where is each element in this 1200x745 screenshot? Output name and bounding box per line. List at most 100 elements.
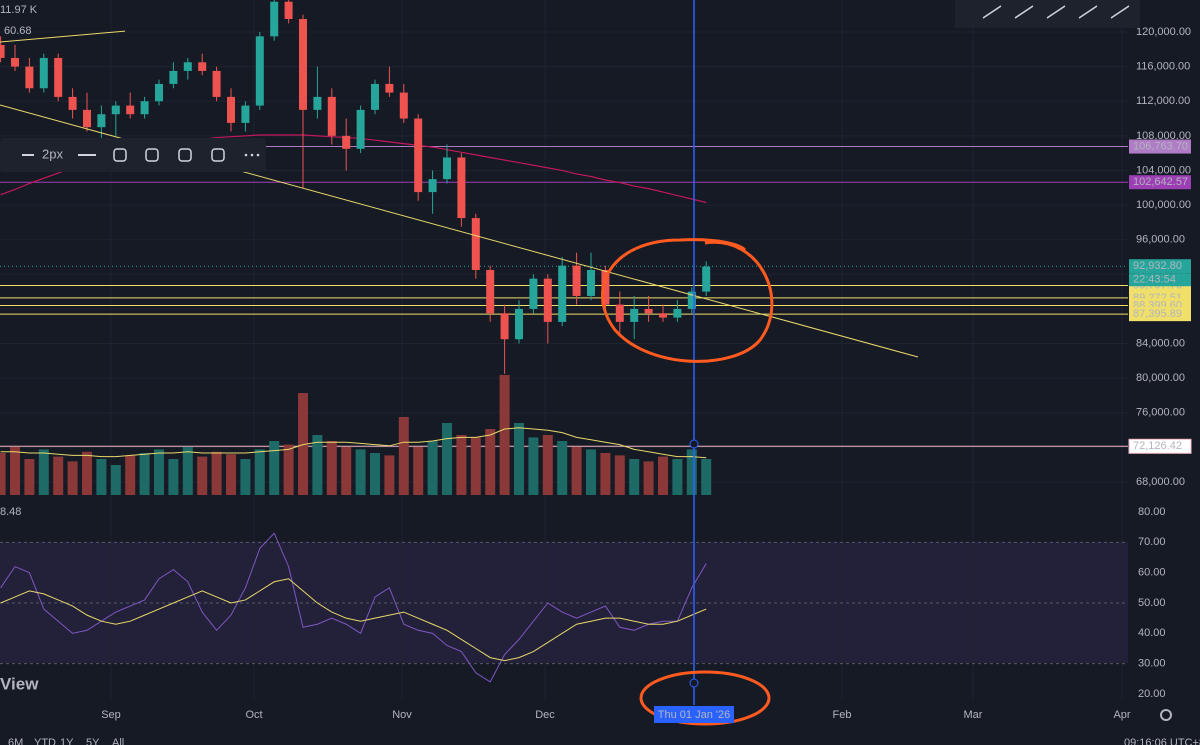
candle-body bbox=[500, 313, 509, 340]
tool-icon[interactable] bbox=[145, 148, 159, 162]
volume-bar bbox=[168, 459, 179, 495]
volume-bar bbox=[398, 417, 409, 495]
range-button[interactable]: All bbox=[112, 737, 124, 745]
y-tick-label: 120,000.00 bbox=[1136, 26, 1191, 38]
rsi-tick-label: 50.00 bbox=[1138, 597, 1166, 609]
countdown-bg bbox=[1129, 273, 1191, 287]
tool-icon[interactable] bbox=[1046, 5, 1066, 19]
settings-icon[interactable] bbox=[1160, 709, 1172, 721]
volume-bar bbox=[456, 435, 467, 495]
volume-bar bbox=[38, 449, 49, 495]
x-tick-label: Thu 01 Jan '26 bbox=[658, 709, 730, 721]
volume-bar bbox=[514, 423, 524, 495]
y-tick-label: 108,000.00 bbox=[1136, 130, 1191, 142]
price-axis bbox=[1128, 0, 1200, 705]
candle-body bbox=[54, 57, 63, 97]
volume-bar bbox=[643, 461, 654, 495]
candle-body bbox=[558, 265, 567, 322]
candle-body bbox=[471, 218, 480, 270]
candle-body bbox=[659, 313, 667, 318]
tool-icon[interactable] bbox=[1014, 5, 1034, 19]
tool-icon[interactable] bbox=[1110, 5, 1130, 19]
bottom-bar bbox=[0, 733, 1200, 745]
volume-bar bbox=[154, 449, 164, 495]
candle-body bbox=[644, 308, 653, 314]
tool-icon[interactable] bbox=[256, 153, 260, 157]
volume-bar bbox=[53, 456, 64, 495]
tool-icon[interactable] bbox=[982, 5, 1002, 19]
candle-body bbox=[543, 278, 552, 322]
candle-body bbox=[356, 109, 365, 149]
x-tick-label: Apr bbox=[1113, 709, 1130, 721]
candle-body bbox=[529, 278, 538, 309]
crosshair-handle bbox=[689, 678, 699, 688]
candle-body bbox=[385, 83, 394, 93]
drawing-toolbar bbox=[0, 138, 266, 172]
crosshair-handle bbox=[689, 439, 699, 449]
candle-body bbox=[342, 135, 351, 149]
volume-bar bbox=[240, 459, 251, 495]
volume-bar bbox=[470, 437, 481, 495]
y-tick-label: 96,000.00 bbox=[1136, 234, 1185, 246]
x-tick-label: Dec bbox=[535, 709, 555, 721]
candle-body bbox=[0, 44, 5, 58]
y-tick-label: 116,000.00 bbox=[1136, 61, 1190, 73]
range-button[interactable]: 1Y bbox=[60, 737, 74, 745]
tool-icon[interactable] bbox=[244, 153, 248, 157]
volume-bar bbox=[139, 453, 150, 495]
volume-bar bbox=[528, 437, 539, 495]
top-toolbar bbox=[955, 0, 1140, 28]
y-tick-label: 84,000.00 bbox=[1136, 337, 1185, 349]
volume-bar bbox=[0, 453, 6, 495]
tool-icon[interactable] bbox=[250, 153, 254, 157]
volume-bar bbox=[182, 447, 193, 495]
candle-body bbox=[630, 308, 639, 322]
volume-bar bbox=[24, 459, 35, 495]
candle-body bbox=[687, 291, 696, 309]
volume-bar bbox=[341, 447, 352, 495]
volume-bar bbox=[96, 459, 107, 495]
volume-legend: 11.97 K bbox=[0, 4, 38, 16]
trendline bbox=[0, 30, 126, 43]
volume-bar bbox=[298, 393, 308, 495]
candle-body bbox=[284, 1, 293, 20]
volume-bar bbox=[413, 447, 424, 495]
candle-body bbox=[428, 179, 437, 193]
candle-body bbox=[111, 105, 120, 115]
clock: 09:16:06 UTC+8 bbox=[1124, 737, 1200, 745]
candle-body bbox=[97, 114, 106, 128]
rsi-tick-label: 30.00 bbox=[1138, 658, 1166, 670]
candle-body bbox=[399, 92, 408, 119]
tool-icon[interactable] bbox=[113, 148, 127, 162]
volume-bar bbox=[312, 435, 323, 495]
range-button[interactable]: 6M bbox=[8, 737, 23, 745]
ma-legend: 60.68 bbox=[4, 25, 32, 37]
candle-body bbox=[169, 70, 178, 84]
range-button[interactable]: 5Y bbox=[86, 737, 100, 745]
rsi-legend: 8.48 bbox=[0, 506, 21, 518]
volume-bar bbox=[269, 441, 280, 495]
level-tag: 72,126.42 bbox=[1133, 440, 1182, 452]
volume-bar bbox=[370, 453, 380, 495]
volume-bar bbox=[254, 449, 265, 495]
candle-body bbox=[702, 266, 711, 292]
volume-bar bbox=[442, 423, 452, 495]
line-width[interactable]: 2px bbox=[42, 146, 63, 161]
range-button[interactable]: YTD bbox=[34, 737, 56, 745]
candle-body bbox=[11, 57, 19, 67]
last-price-tag: 92,932.80 bbox=[1133, 260, 1182, 272]
annotation-circle bbox=[601, 238, 774, 363]
candle-body bbox=[39, 57, 48, 89]
volume-bar bbox=[658, 456, 668, 495]
tool-icon[interactable] bbox=[1078, 5, 1098, 19]
volume-bar bbox=[110, 465, 121, 495]
candle-body bbox=[126, 105, 135, 115]
tool-icon[interactable] bbox=[211, 148, 225, 162]
candle-body bbox=[241, 105, 250, 123]
candle-body bbox=[313, 96, 322, 110]
candle-body bbox=[140, 101, 149, 115]
tool-icon[interactable] bbox=[178, 148, 192, 162]
volume-bar bbox=[672, 459, 683, 495]
